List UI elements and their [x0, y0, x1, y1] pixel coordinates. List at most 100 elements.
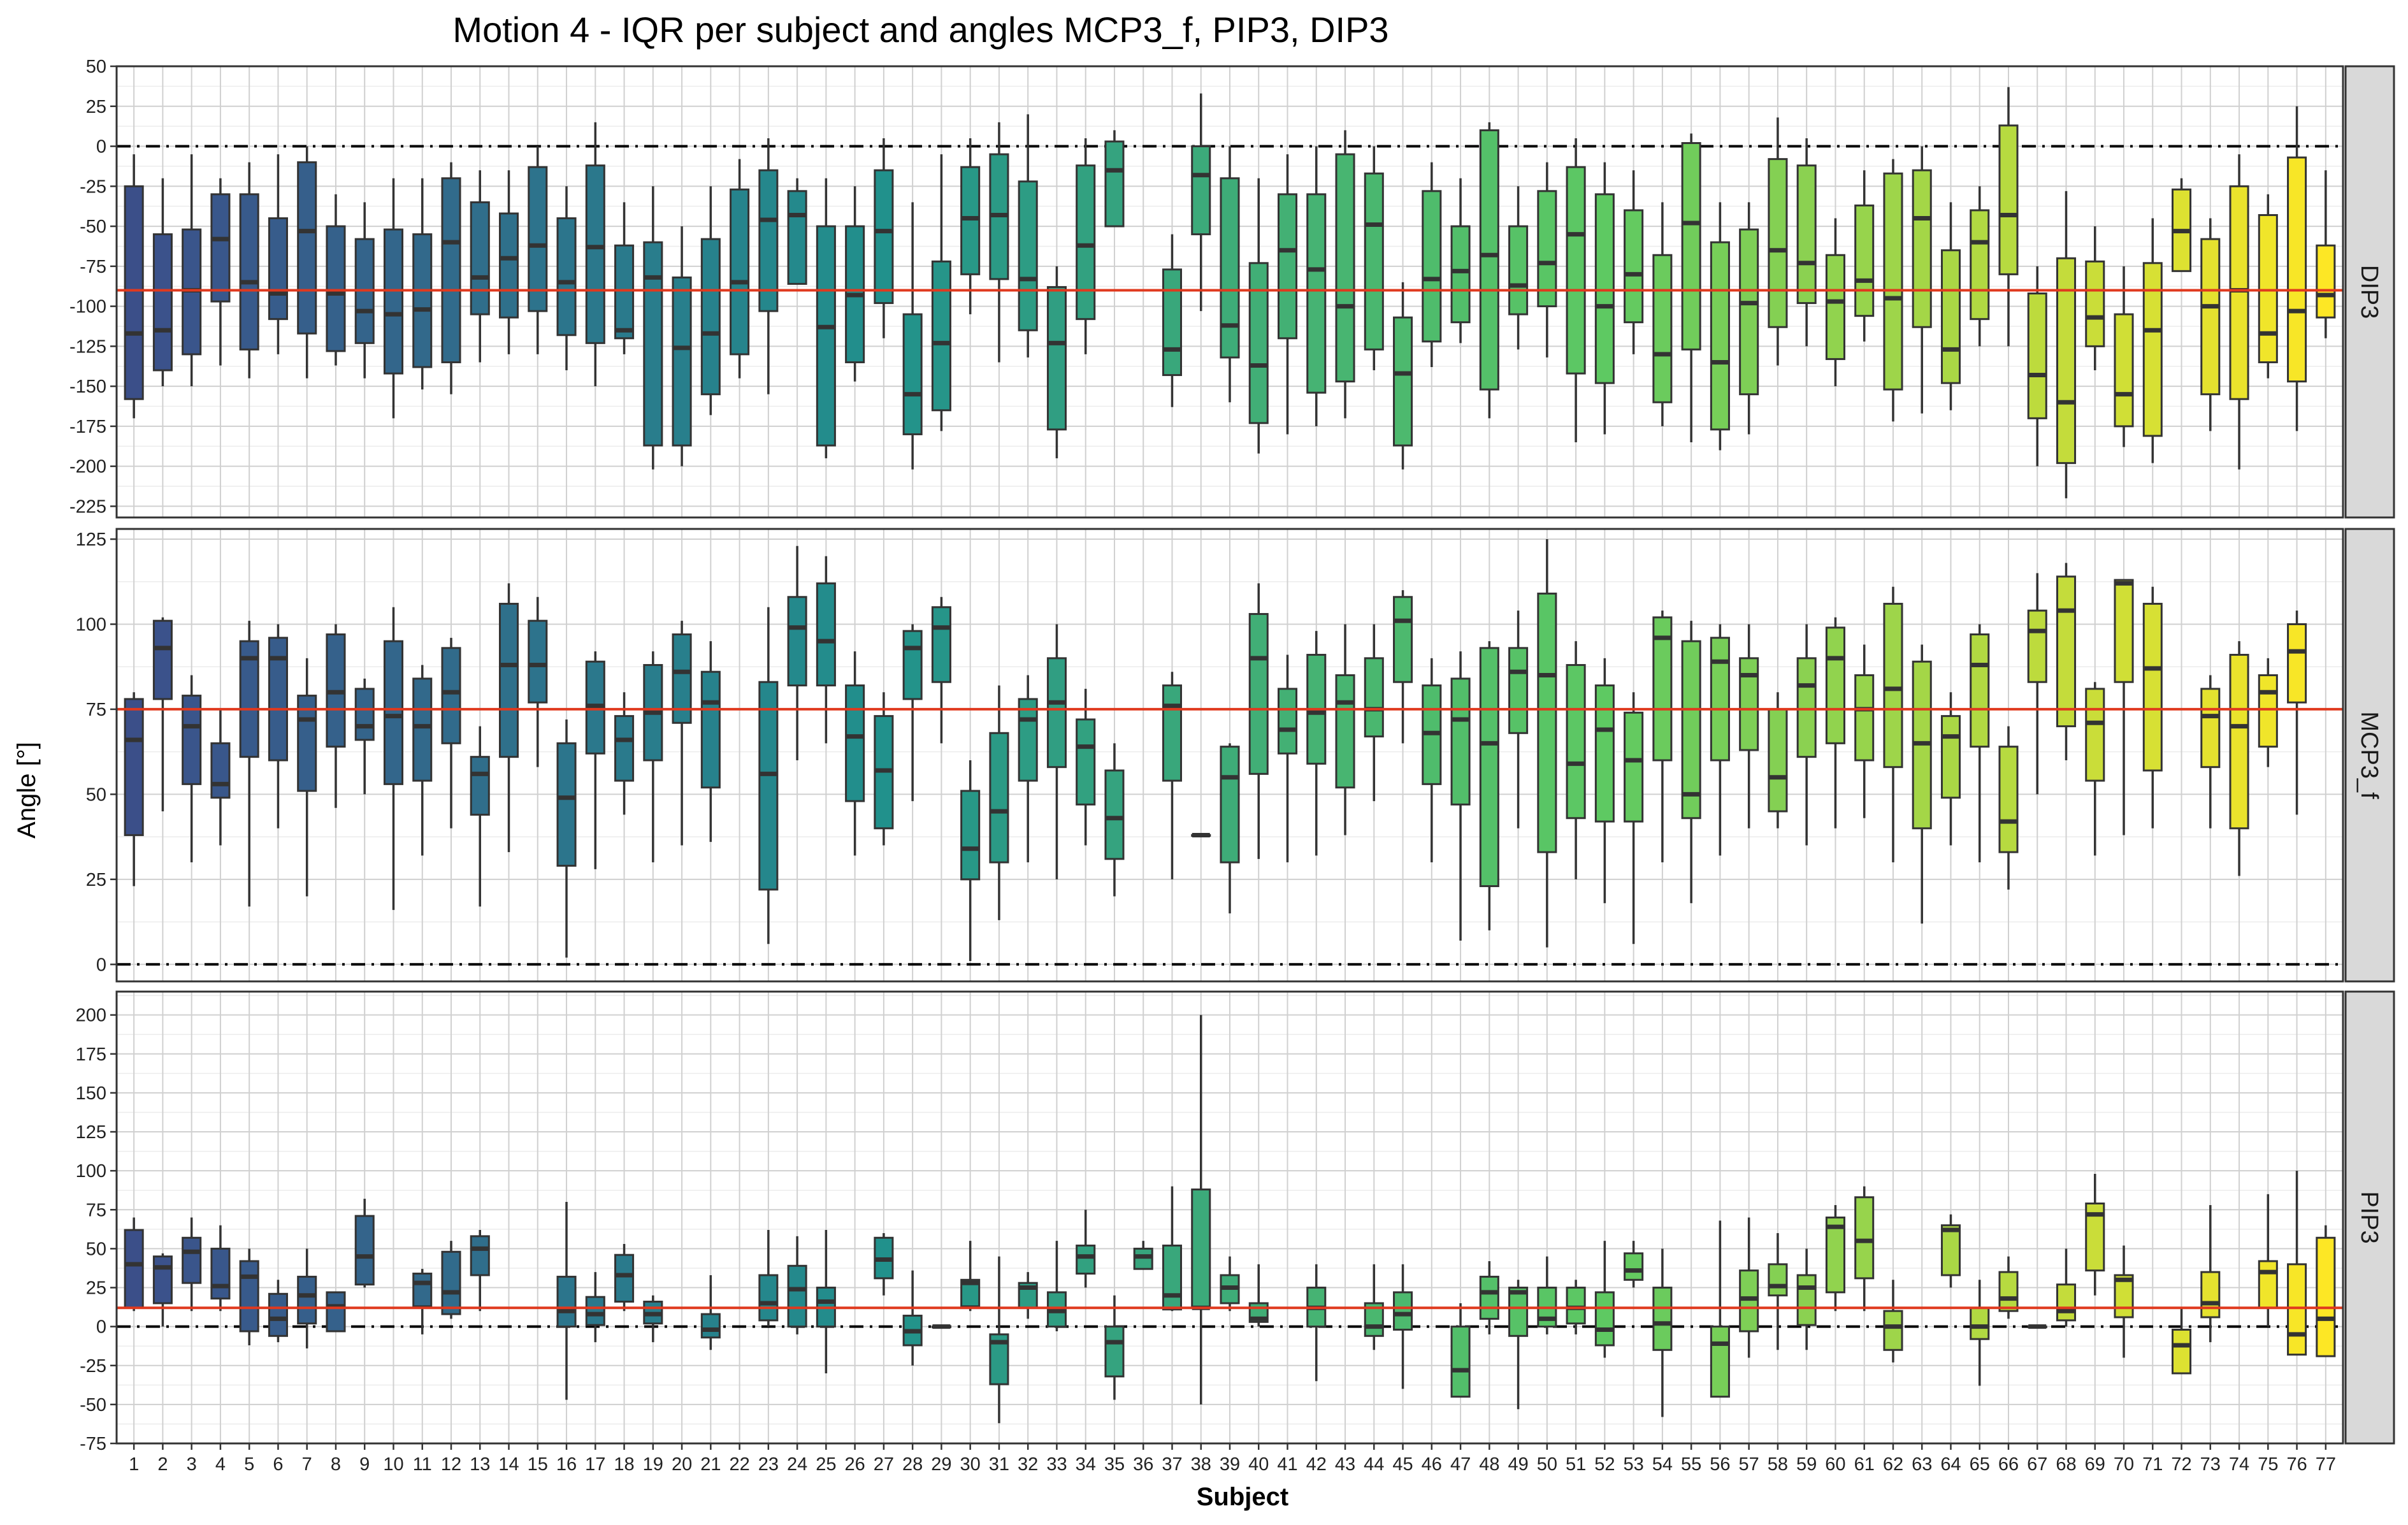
- iqr-box: [210, 1247, 231, 1300]
- iqr-box: [1998, 1271, 2019, 1312]
- x-tick-label: 53: [1623, 1454, 1643, 1475]
- y-tick-label: 25: [86, 1278, 106, 1299]
- box-subject-25: [816, 556, 836, 744]
- iqr-box: [412, 677, 433, 782]
- box-subject-38: [1191, 93, 1211, 312]
- iqr-box: [2142, 602, 2163, 772]
- y-tick-label: 200: [76, 1006, 106, 1026]
- iqr-box: [1681, 142, 1701, 351]
- iqr-box: [2200, 688, 2221, 769]
- box-subject-9: [354, 1199, 375, 1288]
- y-tick-label: 0: [96, 137, 106, 157]
- box-subject-13: [470, 1230, 490, 1312]
- x-tick-label: 21: [700, 1454, 721, 1475]
- x-tick-label: 70: [2114, 1454, 2134, 1475]
- box-subject-65: [1970, 186, 1990, 347]
- box-subject-73: [2200, 218, 2221, 431]
- iqr-box: [1652, 254, 1673, 403]
- iqr-box: [1220, 746, 1240, 864]
- box-subject-32: [1018, 675, 1038, 863]
- iqr-box: [1335, 153, 1355, 383]
- iqr-box: [268, 217, 288, 321]
- box-subject-5: [239, 1248, 259, 1345]
- x-tick-label: 33: [1046, 1454, 1067, 1475]
- x-tick-label: 6: [273, 1454, 283, 1475]
- box-subject-58: [1768, 1232, 1788, 1350]
- iqr-box: [1046, 285, 1067, 431]
- iqr-box: [1104, 769, 1125, 860]
- y-tick-label: 50: [86, 57, 106, 77]
- box-subject-41: [1277, 154, 1298, 435]
- x-tick-label: 62: [1883, 1454, 1903, 1475]
- y-tick-label: 125: [76, 530, 106, 550]
- x-tick-label: 34: [1076, 1454, 1096, 1475]
- box-subject-23: [758, 607, 779, 944]
- iqr-box: [1768, 158, 1788, 328]
- iqr-box: [787, 1264, 807, 1328]
- iqr-box: [297, 1275, 317, 1325]
- x-tick-label: 77: [2316, 1454, 2336, 1475]
- iqr-box: [1710, 1326, 1730, 1398]
- iqr-box: [124, 698, 144, 836]
- box-subject-62: [1883, 159, 1903, 422]
- x-tick-label: 22: [729, 1454, 749, 1475]
- iqr-box: [1796, 1274, 1817, 1326]
- iqr-box: [700, 1313, 721, 1339]
- box-subject-76: [2287, 106, 2307, 431]
- box-subject-17: [585, 651, 605, 869]
- box-subject-60: [1825, 1204, 1845, 1312]
- box-subject-68: [2056, 563, 2077, 761]
- x-tick-label: 52: [1594, 1454, 1615, 1475]
- y-tick-label: 100: [76, 614, 106, 635]
- x-tick-label: 61: [1854, 1454, 1875, 1475]
- iqr-box: [498, 212, 519, 319]
- x-tick-label: 48: [1479, 1454, 1499, 1475]
- box-subject-42: [1306, 146, 1327, 426]
- iqr-box: [643, 241, 663, 447]
- iqr-box: [1710, 241, 1730, 431]
- iqr-box: [700, 238, 721, 396]
- x-tick-label: 1: [129, 1454, 139, 1475]
- iqr-box: [1018, 698, 1038, 782]
- box-subject-17: [585, 1272, 605, 1343]
- box-subject-14: [498, 170, 519, 354]
- iqr-box: [1970, 1306, 1990, 1340]
- iqr-box: [1912, 169, 1932, 328]
- box-subject-73: [2200, 1204, 2221, 1343]
- box-subject-61: [1854, 644, 1875, 818]
- box-subject-70: [2114, 1245, 2134, 1358]
- iqr-box: [412, 233, 433, 368]
- box-subject-4: [210, 1225, 231, 1312]
- iqr-box: [1998, 124, 2019, 275]
- iqr-box: [1681, 640, 1701, 820]
- box-subject-6: [268, 1280, 288, 1343]
- iqr-box: [441, 1250, 461, 1315]
- box-subject-69: [2085, 682, 2105, 856]
- box-subject-35: [1104, 130, 1125, 228]
- x-tick-label: 43: [1335, 1454, 1355, 1475]
- x-tick-label: 58: [1768, 1454, 1788, 1475]
- box-subject-33: [1046, 266, 1067, 459]
- x-tick-label: 31: [989, 1454, 1009, 1475]
- box-subject-48: [1479, 641, 1499, 930]
- box-subject-17: [585, 122, 605, 387]
- iqr-box: [210, 742, 231, 799]
- iqr-box: [528, 619, 548, 704]
- iqr-box: [902, 313, 923, 435]
- iqr-box: [1393, 316, 1413, 447]
- iqr-box: [2085, 688, 2105, 782]
- box-subject-43: [1335, 130, 1355, 419]
- box-subject-68: [2056, 1248, 2077, 1327]
- box-subject-66: [1998, 726, 2019, 890]
- iqr-box: [1739, 228, 1759, 396]
- iqr-box: [2229, 654, 2249, 830]
- iqr-box: [1566, 166, 1586, 375]
- y-tick-label: -225: [69, 496, 106, 517]
- box-subject-60: [1825, 218, 1845, 387]
- box-subject-41: [1277, 654, 1298, 863]
- iqr-box: [556, 742, 577, 867]
- iqr-box: [1191, 1188, 1211, 1309]
- box-subject-1: [124, 154, 144, 419]
- box-subject-30: [960, 138, 981, 315]
- iqr-box: [1104, 1326, 1125, 1378]
